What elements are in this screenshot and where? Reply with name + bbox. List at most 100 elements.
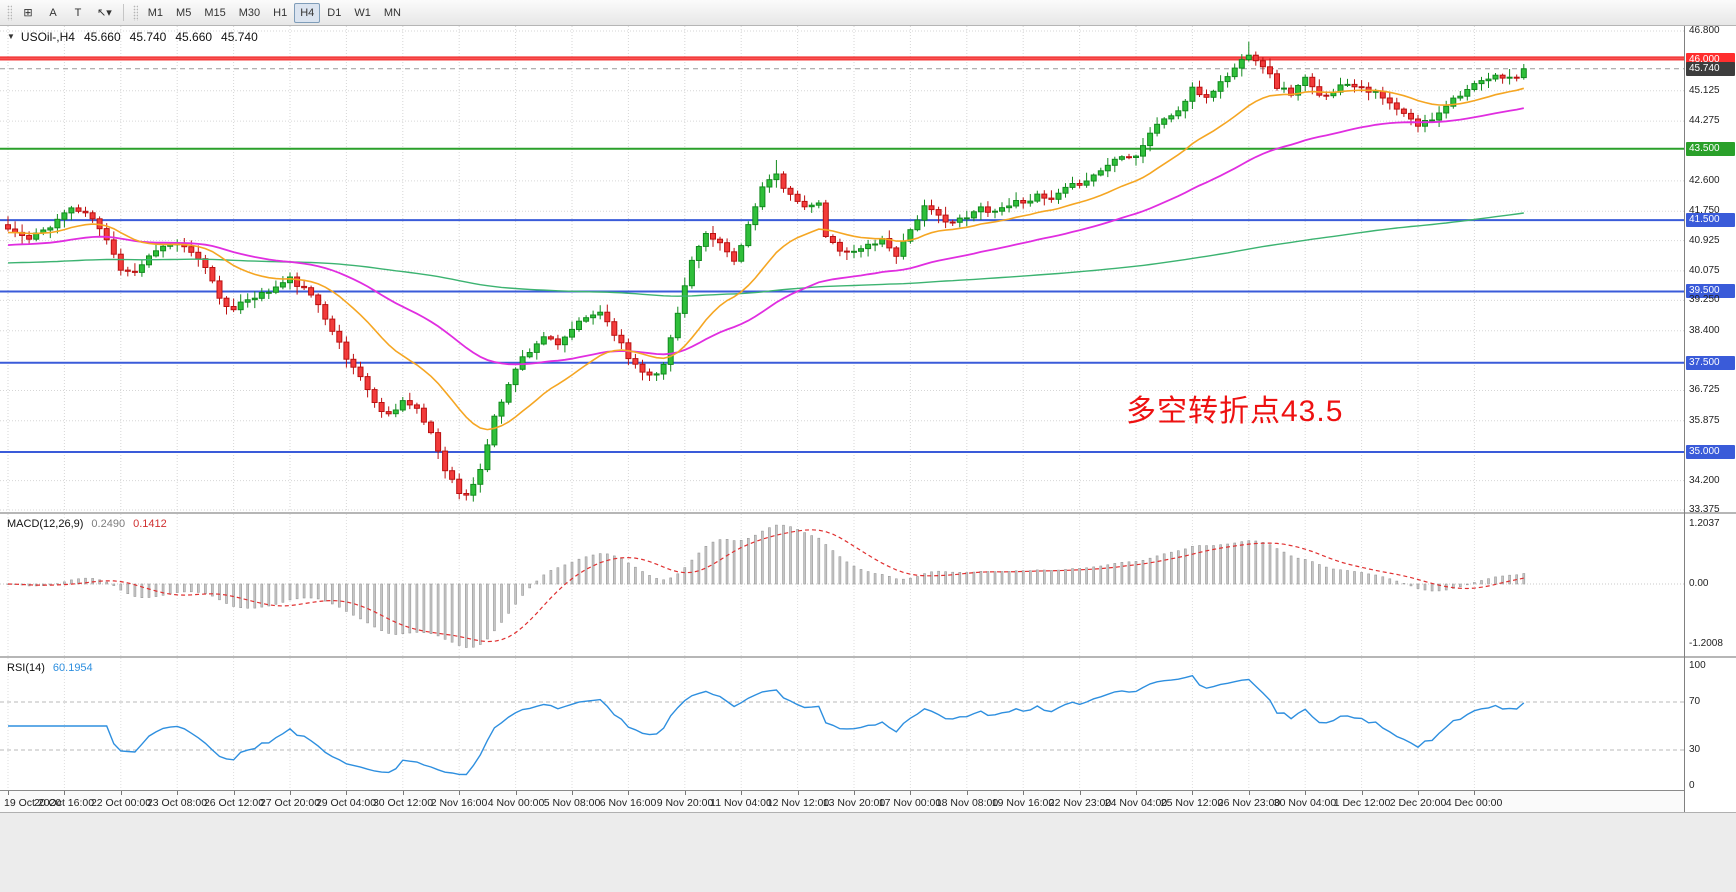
time-tick <box>741 791 742 795</box>
macd-pane[interactable] <box>0 514 1684 656</box>
price-axis[interactable]: 46.800 46.000 45.740 45.125 44.275 43.500 42.6… <box>1685 25 1736 812</box>
toolbar-grip-handle[interactable] <box>7 4 12 21</box>
price-axis-label: 35.875 <box>1689 415 1720 426</box>
time-axis-label: 11 Nov 04:00 <box>710 797 772 809</box>
time-axis-label: 17 Nov 00:00 <box>878 797 942 809</box>
price-level-badge: 37.500 <box>1686 356 1735 370</box>
pane-separator[interactable] <box>0 512 1736 514</box>
price-axis-label: 40.925 <box>1689 235 1720 246</box>
rsi-pane[interactable] <box>0 658 1684 790</box>
time-axis-label: 13 Nov 20:00 <box>822 797 886 809</box>
time-axis-label: 4 Nov 00:00 <box>487 797 545 809</box>
chart-window: ▼ USOil-,H4 45.660 45.740 45.660 45.740 … <box>0 25 1736 812</box>
macd-value-signal: 0.1412 <box>133 518 167 530</box>
ohlc-high: 45.740 <box>129 30 167 44</box>
timeframe-button-m1[interactable]: M1 <box>147 6 164 19</box>
price-level-badge: 39.500 <box>1686 284 1735 298</box>
time-tick <box>64 791 65 795</box>
timeframe-button-m5[interactable]: M5 <box>176 6 192 19</box>
time-axis-label: 30 Nov 04:00 <box>1273 797 1337 809</box>
arrows-dropdown-icon[interactable]: ↖▾ <box>97 7 112 19</box>
price-chart-pane[interactable] <box>0 26 1684 512</box>
rsi-axis-label: 0 <box>1689 780 1695 791</box>
timeframe-button-h4[interactable]: H4 <box>294 2 321 23</box>
timeframe-button-mn[interactable]: MN <box>383 6 401 19</box>
time-tick <box>177 791 178 795</box>
time-tick <box>121 791 122 795</box>
macd-header: MACD(12,26,9) 0.2490 0.1412 <box>7 518 167 530</box>
line-studies-toolbar: ⊞ A T ↖▾ <box>16 3 118 23</box>
time-axis[interactable]: 19 Oct 2020 20 Oct 16:00 22 Oct 00:00 23 Oc… <box>0 790 1684 812</box>
macd-axis-label: 1.2037 <box>1689 518 1720 529</box>
price-axis-label: 46.800 <box>1689 25 1720 36</box>
timeframe-button-w1[interactable]: W1 <box>354 6 371 19</box>
time-axis-label: 30 Oct 12:00 <box>372 797 434 809</box>
time-tick <box>459 791 460 795</box>
time-axis-label: 20 Oct 16:00 <box>33 797 95 809</box>
time-tick <box>346 791 347 795</box>
time-axis-label: 6 Nov 16:00 <box>599 797 657 809</box>
macd-value-main: 0.2490 <box>91 518 126 530</box>
axis-border-line <box>1684 26 1685 812</box>
text-icon[interactable]: T <box>74 6 82 19</box>
rsi-axis-label: 30 <box>1689 744 1701 755</box>
timeframes-toolbar: M1 M5 M15 M30 H1 H4 D1 W1 MN <box>142 2 407 23</box>
price-axis-label: 42.600 <box>1689 175 1720 186</box>
time-axis-label: 25 Nov 12:00 <box>1160 797 1224 809</box>
time-tick <box>1080 791 1081 795</box>
rsi-label: RSI(14) <box>7 662 45 674</box>
time-axis-label: 27 Oct 20:00 <box>259 797 321 809</box>
time-axis-label: 22 Oct 00:00 <box>90 797 152 809</box>
time-axis-label: 2 Nov 16:00 <box>430 797 488 809</box>
chart-annotation-text: 多空转折点43.5 <box>1126 395 1344 428</box>
price-level-badge: 45.740 <box>1686 62 1735 76</box>
price-axis-label: 33.375 <box>1689 504 1720 515</box>
indicators-icon[interactable]: ⊞ <box>23 7 33 19</box>
time-axis-label: 24 Nov 04:00 <box>1104 797 1168 809</box>
ohlc-collapse-icon[interactable]: ▼ <box>7 32 15 41</box>
macd-label: MACD(12,26,9) <box>7 518 84 530</box>
time-tick <box>1418 791 1419 795</box>
toolbar-grip-handle[interactable] <box>132 4 138 21</box>
pane-separator[interactable] <box>0 656 1736 658</box>
time-tick <box>910 791 911 795</box>
timeframe-button-d1[interactable]: D1 <box>327 6 342 19</box>
time-tick <box>1192 791 1193 795</box>
time-tick <box>1249 791 1250 795</box>
time-axis-label: 23 Oct 08:00 <box>146 797 208 809</box>
chart-title: ▼ USOil-,H4 45.660 45.740 45.660 45.740 <box>7 30 258 44</box>
time-tick <box>628 791 629 795</box>
timeframe-button-m30[interactable]: M30 <box>238 6 261 19</box>
rsi-axis-label: 70 <box>1689 696 1701 707</box>
price-level-badge: 35.000 <box>1686 445 1735 459</box>
time-tick <box>572 791 573 795</box>
rsi-header: RSI(14) 60.1954 <box>7 662 93 674</box>
price-axis-label: 45.125 <box>1689 85 1720 96</box>
time-axis-label: 26 Nov 23:00 <box>1217 797 1281 809</box>
toolbar: ⊞ A T ↖▾ M1 M5 M15 M30 H1 H4 D1 W1 MN <box>0 0 1736 26</box>
time-axis-label: 5 Nov 08:00 <box>543 797 601 809</box>
time-tick <box>234 791 235 795</box>
timeframe-button-m15[interactable]: M15 <box>204 6 226 19</box>
time-tick <box>1305 791 1306 795</box>
text-label-icon[interactable]: A <box>49 6 57 19</box>
time-axis-label: 26 Oct 12:00 <box>203 797 265 809</box>
time-axis-label: 2 Dec 20:00 <box>1389 797 1447 809</box>
time-axis-label: 1 Dec 12:00 <box>1333 797 1391 809</box>
time-tick <box>290 791 291 795</box>
time-axis-label: 12 Nov 12:00 <box>766 797 830 809</box>
ohlc-open: 45.660 <box>83 30 121 44</box>
timeframe-button-h1[interactable]: H1 <box>273 6 288 19</box>
toolbar-separator <box>122 4 124 21</box>
price-axis-label: 40.075 <box>1689 265 1720 276</box>
price-level-badge: 41.500 <box>1686 213 1735 227</box>
time-tick <box>798 791 799 795</box>
price-level-badge: 43.500 <box>1686 142 1735 156</box>
time-tick <box>854 791 855 795</box>
time-tick <box>1136 791 1137 795</box>
time-axis-label: 18 Nov 08:00 <box>935 797 999 809</box>
time-axis-label: 4 Dec 00:00 <box>1445 797 1503 809</box>
price-axis-label: 39.250 <box>1689 294 1720 305</box>
time-tick <box>1023 791 1024 795</box>
